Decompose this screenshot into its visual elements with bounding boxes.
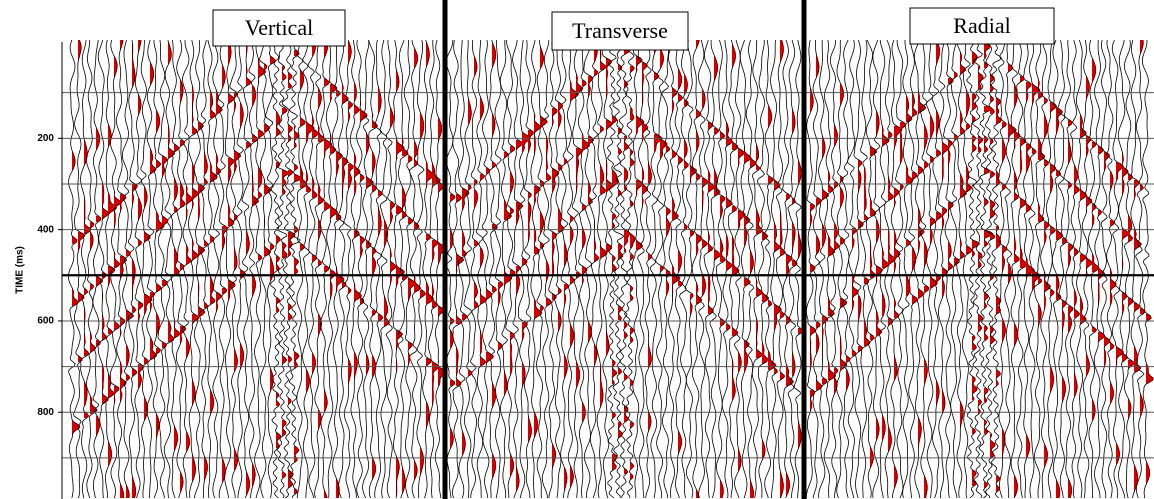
trace (758, 40, 769, 498)
trace (297, 40, 307, 498)
trace (572, 40, 583, 498)
y-tick-label: 400 (37, 224, 54, 235)
trace-fill (774, 222, 780, 252)
trace-fill (150, 148, 156, 174)
trace (81, 40, 91, 498)
trace (716, 40, 725, 498)
trace (230, 40, 241, 498)
trace-fill (426, 358, 431, 366)
trace (446, 40, 455, 498)
trace (164, 40, 174, 498)
trace-fill (450, 380, 455, 386)
trace (847, 40, 858, 498)
trace-fill (984, 44, 990, 58)
trace (619, 40, 630, 498)
y-axis-label: TIME (ms) (15, 246, 26, 294)
trace (1017, 40, 1028, 498)
trace (602, 40, 613, 498)
trace-fill (528, 130, 533, 152)
trace (506, 40, 515, 498)
y-tick-label: 200 (37, 133, 54, 144)
trace (1082, 40, 1092, 498)
trace (1064, 40, 1073, 498)
trace (819, 40, 829, 498)
trace (842, 40, 850, 498)
trace-fill (1074, 290, 1080, 318)
trace (932, 40, 942, 498)
trace-fill (420, 448, 424, 476)
trace (1142, 40, 1153, 498)
trace (956, 40, 966, 498)
traces (68, 40, 1153, 498)
trace (494, 40, 503, 498)
trace-fill (1068, 244, 1073, 266)
trace-fill (1044, 222, 1049, 244)
trace (199, 40, 208, 498)
trace-fill (96, 216, 101, 222)
chart: TIME (ms) 200 400 600 800 Vertical Transverse… (0, 0, 1154, 499)
trace-fill (168, 320, 174, 342)
trace (471, 40, 479, 498)
trace (680, 40, 689, 498)
trace-fill (1080, 296, 1086, 324)
trace (885, 40, 896, 498)
trace-fill (876, 310, 882, 336)
trace (1107, 40, 1117, 498)
trace (632, 40, 644, 498)
trace (308, 40, 318, 498)
trace (638, 40, 648, 498)
trace (589, 40, 599, 498)
trace-fill (1134, 228, 1141, 270)
trace-fill (390, 202, 395, 224)
trace (685, 40, 696, 498)
trace (182, 40, 192, 498)
trace (428, 40, 440, 498)
trace (315, 40, 325, 498)
trace (260, 40, 272, 498)
trace (1011, 40, 1020, 498)
trace (423, 40, 434, 498)
trace (1136, 40, 1145, 498)
trace (1124, 40, 1134, 498)
trace-fill (912, 172, 917, 180)
y-tick-label: 600 (37, 316, 54, 327)
trace-fill (312, 178, 317, 198)
trace (830, 40, 839, 498)
trace (740, 40, 751, 498)
trace-fill (264, 214, 271, 256)
page: TIME (ms) 200 400 600 800 Vertical Transverse… (0, 0, 1154, 499)
trace-fill (72, 236, 77, 244)
trace-fill (282, 242, 287, 258)
trace (537, 40, 548, 498)
panel-label: Vertical (245, 15, 313, 40)
trace (776, 40, 785, 498)
panel-label: Transverse (572, 18, 668, 43)
trace (866, 40, 876, 498)
trace (1131, 40, 1142, 498)
trace (837, 40, 847, 498)
panel-label: Radial (953, 13, 1010, 38)
trace (458, 40, 469, 498)
trace (1101, 40, 1110, 498)
trace (1112, 40, 1123, 498)
trace (567, 40, 578, 498)
trace (338, 40, 349, 498)
trace (417, 40, 426, 498)
trace (1034, 40, 1045, 498)
trace-fill (966, 166, 972, 192)
trace (194, 40, 205, 498)
trace (560, 40, 568, 498)
trace (788, 40, 797, 498)
trace (1076, 40, 1086, 498)
trace (207, 40, 217, 498)
trace (854, 40, 864, 498)
y-tick-label: 800 (37, 407, 54, 418)
trace-fill (228, 158, 234, 182)
trace-fill (906, 96, 912, 122)
